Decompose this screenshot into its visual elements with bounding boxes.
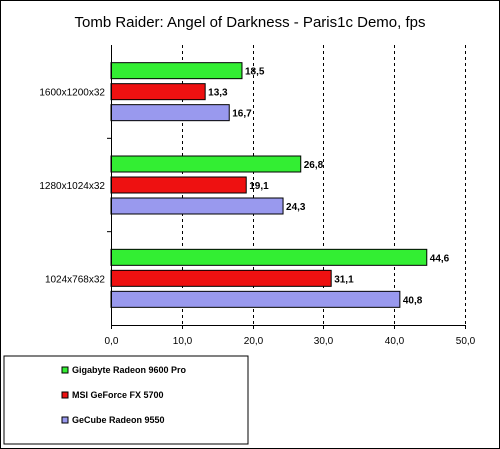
data-label: 19,1 — [249, 181, 269, 192]
data-label: 13,3 — [208, 88, 228, 99]
data-label: 31,1 — [334, 274, 354, 285]
data-label: 16,7 — [232, 109, 252, 120]
x-tick-label: 10,0 — [173, 336, 193, 347]
legend-box — [3, 355, 249, 445]
data-labels: 18,5 13,3 16,7 26,8 19,1 24,3 44,6 31,1 40,8 — [208, 67, 450, 307]
x-tick-label: 50,0 — [456, 336, 476, 347]
legend-label: Gigabyte Radeon 9600 Pro — [72, 365, 187, 375]
bar — [110, 269, 332, 287]
bar — [110, 155, 302, 173]
x-tick-label: 30,0 — [314, 336, 334, 347]
data-label: 18,5 — [245, 67, 265, 78]
x-tick-label: 40,0 — [385, 336, 405, 347]
legend-label: GeCube Radeon 9550 — [72, 415, 165, 425]
bars — [110, 62, 428, 308]
data-label: 40,8 — [403, 295, 423, 306]
x-tick-label: 20,0 — [244, 336, 264, 347]
bar — [110, 62, 243, 80]
bar — [110, 104, 230, 122]
legend-swatch — [61, 391, 69, 399]
bar — [110, 290, 401, 308]
legend-swatch — [61, 366, 69, 374]
data-label: 24,3 — [286, 202, 306, 213]
bar — [110, 248, 428, 266]
chart-title: Tomb Raider: Angel of Darkness - Paris1c… — [75, 14, 426, 31]
legend: Gigabyte Radeon 9600 Pro MSI GeForce FX 5… — [3, 355, 249, 445]
legend-label: MSI GeForce FX 5700 — [72, 390, 164, 400]
bar — [110, 83, 206, 101]
category-label: 1600x1200x32 — [39, 88, 105, 99]
data-label: 26,8 — [304, 160, 324, 171]
bar — [110, 176, 247, 194]
legend-swatch — [61, 416, 69, 424]
category-label: 1280x1024x32 — [39, 181, 105, 192]
x-tick-label: 0,0 — [105, 336, 119, 347]
data-label: 44,6 — [430, 253, 450, 264]
bar — [110, 197, 284, 215]
category-label: 1024x768x32 — [45, 274, 105, 285]
axes: 1600x1200x32 1280x1024x32 1024x768x32 0,0 10… — [39, 45, 476, 347]
